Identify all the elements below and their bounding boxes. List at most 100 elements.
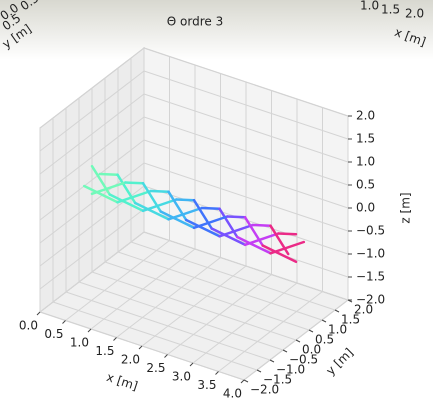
helix-segment	[108, 193, 145, 213]
x-tick-label: 1.5	[95, 344, 114, 358]
grid-line	[39, 47, 145, 129]
grid-line	[143, 93, 349, 163]
x-tick-label: 1.0	[70, 336, 89, 350]
tick-mark	[215, 371, 219, 375]
z-tick-label: −0.5	[356, 224, 385, 238]
tick-mark	[36, 311, 41, 316]
helix-segment	[243, 215, 264, 247]
helix-segment	[184, 218, 221, 238]
tick-mark	[269, 359, 275, 363]
helix-segment	[124, 181, 145, 185]
fragment-label: 2.0	[405, 7, 424, 21]
helix-segment	[141, 181, 162, 213]
z-tick-label: −2.0	[356, 293, 385, 307]
helix-segment	[261, 244, 298, 264]
grid-line	[39, 139, 145, 221]
grid-line	[39, 231, 145, 313]
helix-segment	[133, 201, 170, 221]
tick-mark	[308, 329, 314, 333]
grid-line	[91, 271, 297, 341]
helix-segment	[243, 232, 280, 247]
x-tick-label: 0.0	[19, 319, 38, 333]
tick-mark	[138, 345, 143, 350]
grid-line	[39, 208, 145, 290]
y-tick-label: −1.0	[276, 363, 305, 377]
grid-line	[143, 47, 349, 117]
grid-line	[104, 261, 310, 331]
grid-line	[39, 70, 145, 152]
x-tick-label: 0.5	[44, 327, 63, 341]
y-tick-label: 0.0	[302, 343, 321, 357]
grid-line	[130, 241, 336, 311]
tick-mark	[62, 320, 66, 324]
tick-mark	[240, 379, 245, 384]
helix-segment	[159, 210, 196, 230]
helix-segment	[149, 189, 170, 193]
helix-segment	[90, 181, 127, 196]
z-tick-label: 1.5	[356, 132, 375, 146]
x-tick-label: 2.0	[121, 353, 140, 367]
tick-mark	[321, 319, 327, 323]
background-band	[0, 0, 433, 60]
tick-mark	[282, 349, 288, 353]
y-tick-label: 2.0	[354, 303, 373, 317]
helix-segment	[116, 189, 153, 204]
tick-mark	[243, 379, 249, 383]
helix-segment	[192, 215, 229, 230]
helix-segment	[269, 224, 290, 256]
x-axis-label: x [m]	[105, 370, 140, 393]
grid-line	[143, 139, 349, 209]
helix-segment	[200, 206, 221, 210]
y-tick-label: 0.5	[315, 333, 334, 347]
z-tick-label: −1.5	[356, 270, 385, 284]
helix-segment	[175, 198, 196, 202]
fragment-label: 1.5	[381, 3, 400, 17]
y-tick-label: −2.0	[250, 383, 279, 397]
tick-mark	[164, 354, 168, 358]
y-tick-label: −0.5	[289, 353, 318, 367]
grid-line	[143, 70, 349, 140]
helix-segment	[226, 215, 247, 219]
y-tick-label: 1.0	[328, 323, 347, 337]
y-tick-label: −1.5	[263, 373, 292, 387]
z-tick-label: 2.0	[356, 109, 375, 123]
helix-segment	[235, 235, 272, 255]
x-tick-label: 3.0	[172, 370, 191, 384]
chart-title: Θ ordre 3	[167, 15, 223, 29]
tick-mark	[256, 369, 262, 373]
z-tick-label: −1.0	[356, 247, 385, 261]
grid-line	[52, 301, 258, 371]
tick-mark	[113, 337, 117, 341]
helix-segment	[141, 198, 178, 213]
x-tick-label: 4.0	[223, 387, 242, 401]
z-axis-label: z [m]	[399, 192, 413, 223]
grid-line	[143, 162, 349, 232]
y-tick-label: 1.5	[341, 313, 360, 327]
x-tick-label: 2.5	[146, 361, 165, 375]
grid-line	[39, 116, 145, 198]
x-tick-label: 3.5	[197, 378, 216, 392]
grid-line	[39, 162, 145, 244]
tick-mark	[295, 339, 301, 343]
tick-mark	[87, 328, 92, 333]
helix-segment	[251, 223, 272, 227]
grid-line	[65, 291, 271, 361]
helix-segment	[98, 172, 119, 176]
helix-segment	[167, 190, 188, 222]
grid-line	[78, 281, 284, 351]
helix-segment	[277, 232, 298, 236]
z-tick-label: 0.5	[356, 178, 375, 192]
helix-segment	[218, 223, 255, 238]
helix-segment	[210, 227, 247, 247]
fragment-label: 1.0	[360, 0, 379, 13]
y-axis-label: y [m]	[323, 345, 356, 378]
tick-mark	[189, 362, 194, 367]
helix-segment	[82, 184, 119, 204]
grid-line	[117, 251, 323, 321]
grid-line	[143, 116, 349, 186]
grid-line	[39, 93, 145, 175]
z-tick-label: 1.0	[356, 155, 375, 169]
z-tick-label: 0.0	[356, 201, 375, 215]
grid-line	[143, 231, 349, 301]
